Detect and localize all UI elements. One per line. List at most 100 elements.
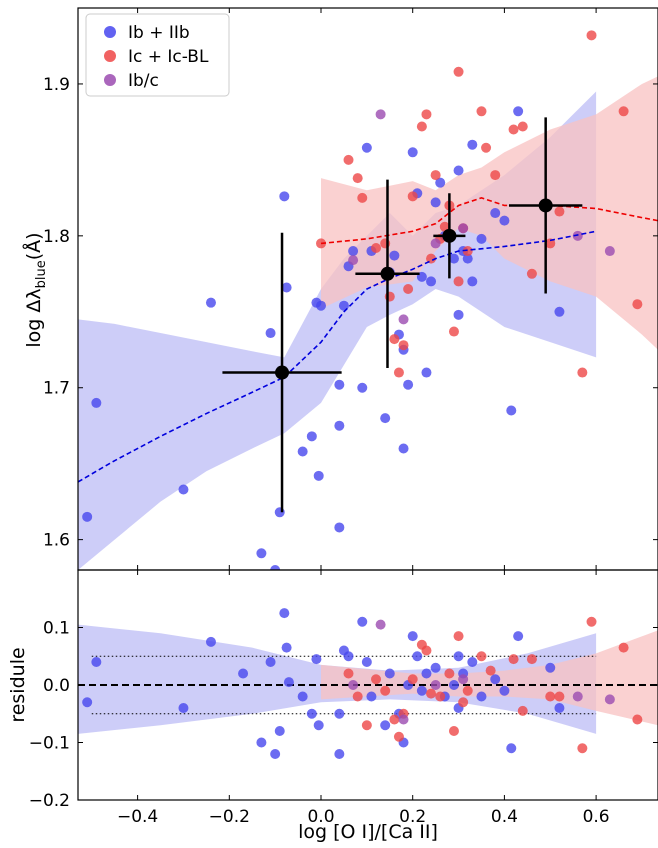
residual-point	[572, 691, 583, 702]
residual-point	[453, 651, 464, 662]
data-point	[375, 109, 386, 120]
data-point	[205, 297, 216, 308]
data-point	[430, 170, 441, 181]
trend-lines-top	[78, 197, 658, 483]
residual-point	[577, 743, 588, 754]
data-point	[256, 548, 267, 559]
data-point	[618, 106, 629, 117]
residual-point	[458, 697, 469, 708]
residual-band-red	[321, 630, 658, 726]
binned-mean-point	[380, 266, 395, 281]
data-point	[430, 238, 441, 249]
residual-point	[435, 691, 446, 702]
x-tick-label: 0.6	[583, 807, 610, 827]
data-point	[343, 154, 354, 165]
data-point	[421, 109, 432, 120]
data-point	[313, 470, 324, 481]
residual-point	[416, 685, 427, 696]
data-point	[490, 170, 501, 181]
data-point	[435, 177, 446, 188]
data-point	[398, 443, 409, 454]
residual-point	[517, 705, 528, 716]
data-point	[513, 106, 524, 117]
data-point	[334, 379, 345, 390]
data-point	[398, 340, 409, 351]
y-tick-label: 1.7	[43, 379, 70, 399]
y-tick-label: 1.8	[43, 227, 70, 247]
residual-point	[348, 680, 359, 690]
data-point	[306, 431, 317, 442]
data-point	[371, 242, 382, 253]
legend-label: Ib + IIb	[128, 23, 190, 43]
y-tick-label: 0.1	[43, 619, 70, 639]
data-point	[517, 121, 528, 132]
bottom-panel: −0.2 −0.1 0.0 0.1 residule	[7, 569, 658, 811]
data-point	[421, 367, 432, 378]
residual-point	[421, 668, 432, 679]
residual-point	[238, 668, 249, 679]
data-point	[357, 382, 368, 393]
binned-mean-point	[275, 365, 290, 380]
trend-line-blue	[78, 230, 597, 483]
residual-point	[389, 714, 400, 725]
data-point	[577, 367, 588, 378]
residual-point	[306, 708, 317, 719]
data-point	[467, 139, 478, 150]
confidence-bands-bottom	[78, 624, 658, 734]
residual-point	[545, 691, 556, 702]
data-point	[453, 66, 464, 77]
residual-point	[407, 674, 418, 685]
residual-point	[499, 685, 510, 696]
bottom-y-ticks: −0.2 −0.1 0.0 0.1	[29, 619, 658, 811]
residual-point	[476, 651, 487, 662]
residual-point	[458, 674, 469, 685]
data-point	[316, 300, 327, 311]
x-tick-label: 0.2	[399, 807, 426, 827]
data-point	[403, 284, 414, 294]
residual-point	[508, 654, 519, 665]
data-point	[490, 208, 501, 219]
legend-marker	[104, 74, 116, 86]
residual-point	[586, 616, 597, 627]
top-y-axis-label: log Δλblue(Å)	[22, 232, 49, 347]
residual-point	[554, 703, 565, 713]
data-point	[82, 511, 93, 522]
residual-point	[513, 631, 524, 642]
data-point	[270, 565, 281, 570]
residual-point	[426, 688, 437, 699]
residual-point	[604, 694, 615, 705]
residual-point	[265, 657, 276, 667]
top-y-ticks: 1.6 1.7 1.8 1.9	[43, 75, 658, 551]
data-point	[448, 326, 459, 337]
data-point	[281, 282, 292, 293]
residual-point	[283, 677, 294, 688]
data-point	[348, 246, 359, 257]
residual-point	[380, 720, 391, 731]
data-point	[389, 334, 400, 345]
data-point	[398, 314, 409, 325]
data-point	[604, 246, 615, 257]
residual-point	[371, 674, 382, 685]
residual-point	[281, 642, 292, 653]
residual-point	[430, 662, 441, 673]
residual-point	[444, 668, 455, 679]
legend-marker	[104, 50, 116, 62]
data-point	[506, 405, 517, 416]
data-point	[586, 30, 597, 41]
residual-point	[313, 720, 324, 731]
data-point	[481, 142, 492, 153]
data-point	[380, 413, 391, 424]
data-point	[334, 522, 345, 533]
binned-mean-point	[538, 198, 553, 213]
y-tick-label: 1.6	[43, 531, 70, 551]
residual-point	[205, 636, 216, 647]
residual-point	[526, 654, 537, 665]
data-point	[467, 276, 478, 287]
x-tick-label: −0.4	[117, 807, 158, 827]
data-point	[407, 147, 418, 158]
data-point	[357, 192, 368, 203]
residual-point	[361, 720, 372, 731]
residual-point	[366, 691, 377, 702]
data-point	[499, 215, 510, 226]
residual-point	[467, 657, 478, 667]
